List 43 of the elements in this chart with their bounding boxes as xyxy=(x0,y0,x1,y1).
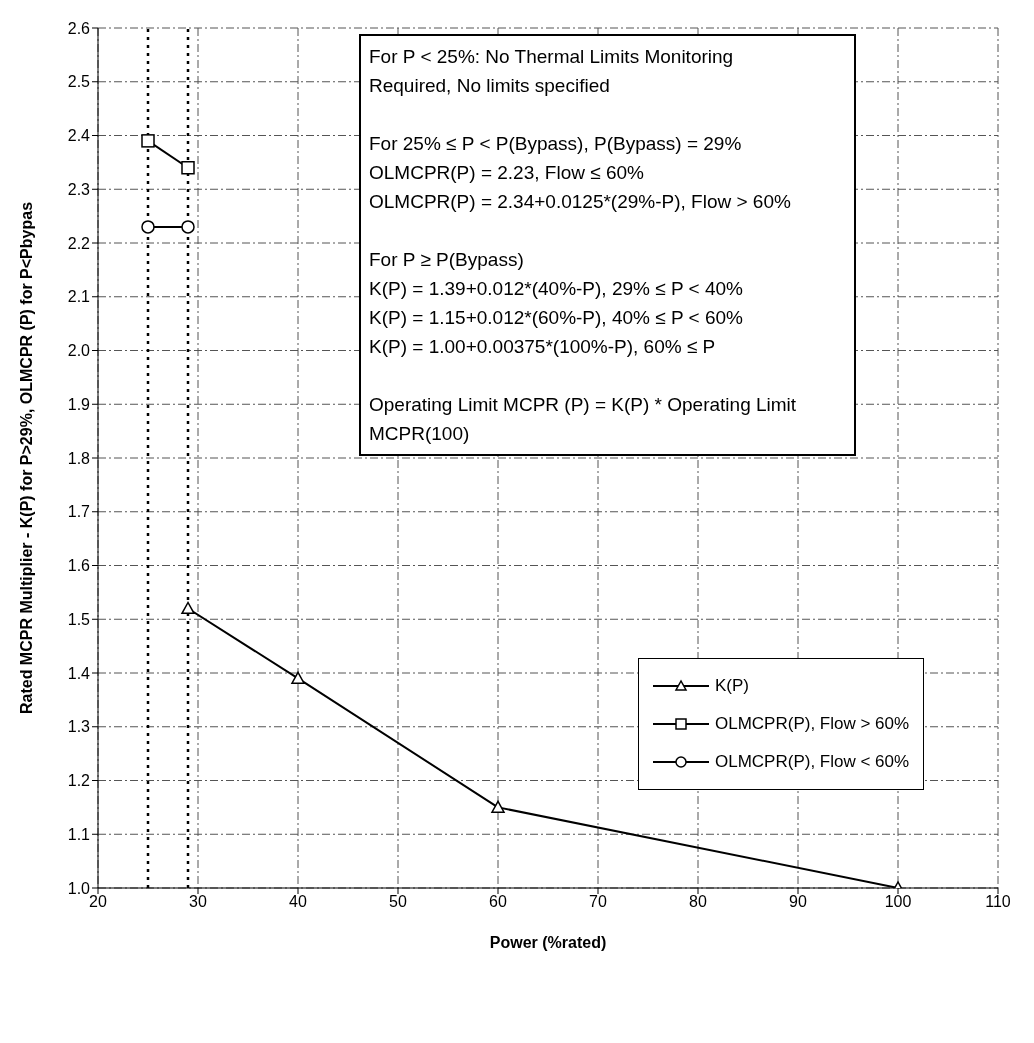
y-tick-label: 1.2 xyxy=(67,772,91,790)
x-tick-label: 90 xyxy=(789,893,807,911)
y-axis-title: Rated MCPR Multiplier - K(P) for P>29%, OLMCPR (P) for P<Pbypas xyxy=(17,201,35,715)
y-tick-label: 2.2 xyxy=(67,234,91,252)
y-tick-label: 2.4 xyxy=(67,127,91,145)
legend-label: K(P) xyxy=(715,676,749,696)
x-tick-label: 20 xyxy=(89,893,107,911)
x-tick-label: 70 xyxy=(589,893,607,911)
y-tick-label: 2.3 xyxy=(67,180,91,198)
y-tick-label: 2.1 xyxy=(67,288,91,306)
x-axis-title: Power (%rated) xyxy=(489,934,607,951)
point xyxy=(491,800,505,813)
y-tick-label: 1.8 xyxy=(67,449,91,467)
point xyxy=(141,134,155,148)
y-tick-label: 1.3 xyxy=(67,718,91,736)
point xyxy=(181,220,195,234)
y-tick-label: 2.6 xyxy=(67,19,91,37)
annotation: For P < 25%: No Thermal Limits Monitoring Required, No limits specified xyxy=(369,45,735,98)
legend-label: OLMCPR(P), Flow > 60% xyxy=(715,714,910,734)
point xyxy=(141,220,155,234)
y-tick-label: 2.5 xyxy=(67,73,91,91)
point xyxy=(181,161,195,175)
y-tick-label: 1.4 xyxy=(67,664,91,682)
x-tick-label: 110 xyxy=(985,893,1011,911)
y-tick-label: 1.1 xyxy=(67,825,91,843)
x-tick-label: 30 xyxy=(189,893,207,911)
y-tick-label: 1.9 xyxy=(67,395,91,413)
annotation: Operating Limit MCPR (P) = K(P) * Operating Limit MCPR(100) xyxy=(369,393,798,446)
y-tick-label: 1.0 xyxy=(67,879,91,897)
annotation: For 25% ≤ P < P(Bypass), P(Bypass) = 29% OLMCPR(P) = 2.23, Flow ≤ 60% OLMCPR(P) = 2.34+0.0125*(29%-P), Flow > 60% xyxy=(369,132,792,214)
annotation: For P ≥ P(Bypass) K(P) = 1.39+0.012*(40%-P), 29% ≤ P < 40% K(P) = 1.15+0.012*(60%-P), 40% ≤ P < 60% K(P) = 1.00+0.00375*(100%-P), 60% ≤ P xyxy=(369,248,744,359)
y-tick-label: 1.7 xyxy=(67,503,91,521)
y-tick-label: 2.0 xyxy=(67,342,91,360)
x-tick-label: 50 xyxy=(389,893,407,911)
y-tick-label: 1.6 xyxy=(67,557,91,575)
x-tick-label: 60 xyxy=(489,893,507,911)
x-tick-label: 100 xyxy=(884,893,912,911)
x-tick-label: 40 xyxy=(289,893,307,911)
x-tick-label: 80 xyxy=(689,893,707,911)
point xyxy=(181,601,195,615)
y-tick-label: 1.5 xyxy=(67,610,91,628)
legend-label: OLMCPR(P), Flow < 60% xyxy=(715,752,910,772)
point xyxy=(291,671,305,684)
